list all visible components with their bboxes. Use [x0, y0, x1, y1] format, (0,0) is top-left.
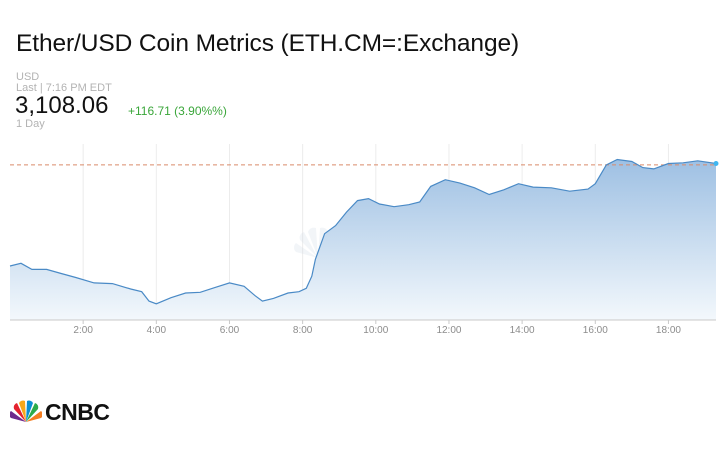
x-tick-label-0: 2:00: [73, 325, 93, 336]
x-axis-ticks: 2:00 4:00 6:00 8:00 10:00 12:00 14:00 16:00 18:0…: [73, 320, 681, 336]
price-area: [10, 159, 716, 320]
last-updated-label: Last | 7:16 PM EDT: [16, 82, 112, 94]
currency-label: USD: [16, 71, 40, 83]
x-tick-label-6: 14:00: [510, 325, 535, 336]
last-price: 3,108.06: [15, 92, 109, 119]
price-chart[interactable]: CNBC 2:004:006:008:0010:0012:0014:0016:0…: [0, 140, 720, 340]
price-change: +116.71 (3.90%%): [128, 104, 227, 118]
x-tick-label-2: 6:00: [220, 325, 240, 336]
x-tick-label-1: 4:00: [147, 325, 167, 336]
x-tick-label-5: 12:00: [436, 325, 461, 336]
cnbc-logo: CNBC: [10, 399, 110, 425]
timeframe-label: 1 Day: [16, 118, 45, 130]
x-tick-label-8: 18:00: [656, 325, 681, 336]
page-title: Ether/USD Coin Metrics (ETH.CM=:Exchange…: [16, 30, 520, 57]
x-tick-label-7: 16:00: [583, 325, 608, 336]
x-tick-label-3: 8:00: [293, 325, 313, 336]
peacock-icon: [10, 400, 42, 422]
cnbc-logo-text: CNBC: [45, 399, 110, 425]
last-price-marker: [713, 161, 719, 167]
x-tick-label-4: 10:00: [363, 325, 388, 336]
price-line: [9, 158, 717, 305]
